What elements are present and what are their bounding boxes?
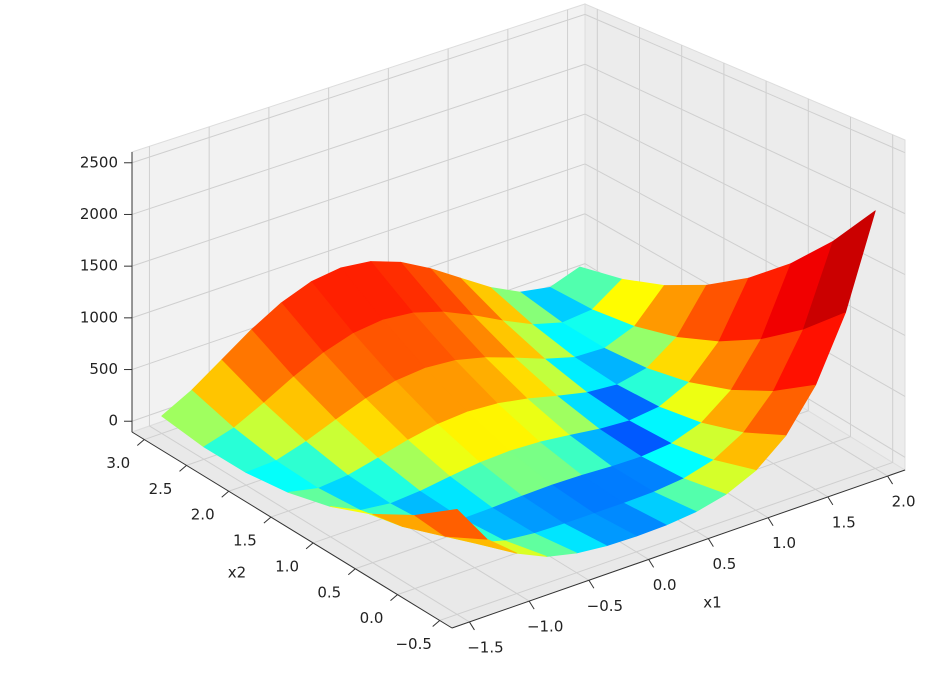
x-tick	[887, 475, 894, 485]
x-tick	[648, 559, 655, 568]
surface-cell	[414, 508, 488, 540]
z-tick-label: 2000	[80, 205, 118, 223]
grid-line	[584, 63, 906, 215]
y-tick	[347, 568, 356, 576]
y-tick	[179, 465, 187, 472]
y-tick	[432, 620, 441, 627]
x-tick	[767, 517, 774, 527]
z-tick-label: 500	[89, 360, 118, 378]
y-tick-label: 0.5	[317, 583, 341, 601]
grid-line	[131, 63, 586, 215]
y-tick	[136, 439, 145, 446]
x-tick-label: −1.0	[527, 618, 563, 636]
z-tick-label: 1000	[80, 308, 118, 326]
z-tick-label: 2500	[80, 153, 118, 171]
y-tick-label: 1.0	[275, 557, 299, 575]
y-tick-label: 0.0	[360, 609, 384, 627]
x-tick-label: −0.5	[587, 597, 623, 615]
y-tick-label: 3.0	[106, 454, 130, 472]
grid-line	[149, 425, 470, 623]
y-tick-label: 2.0	[191, 506, 215, 524]
grid-line	[131, 13, 586, 164]
x-tick-label: 0.0	[653, 576, 677, 594]
z-tick-label: 0	[108, 412, 118, 430]
x-tick	[707, 538, 714, 547]
x-axis-label: x1	[703, 594, 721, 612]
x-tick	[827, 496, 834, 506]
x-axis-line	[451, 469, 906, 629]
x-tick-label: 0.5	[712, 555, 736, 573]
x-tick	[468, 621, 475, 631]
y-tick-label: 2.5	[149, 480, 173, 498]
y-tick-label: −0.5	[395, 635, 431, 653]
y-tick	[263, 516, 272, 524]
x-tick-label: 2.0	[892, 493, 916, 511]
grid-line	[584, 13, 906, 154]
x-tick	[528, 600, 535, 610]
grid-line	[131, 163, 586, 319]
x-tick-label: −1.5	[467, 638, 503, 656]
x-tick-label: 1.0	[772, 534, 796, 552]
y-tick	[390, 594, 398, 601]
x-tick-label: 1.5	[832, 513, 856, 531]
grid-line	[131, 113, 586, 267]
y-axis-label: x2	[228, 564, 246, 582]
y-tick	[305, 542, 314, 550]
grid-line	[584, 163, 906, 336]
x-tick	[588, 579, 595, 589]
z-tick-label: 1500	[80, 257, 118, 275]
y-axis-line	[131, 431, 453, 629]
grid-line	[439, 461, 893, 621]
y-tick	[221, 490, 230, 498]
y-tick-label: 1.5	[233, 532, 257, 550]
